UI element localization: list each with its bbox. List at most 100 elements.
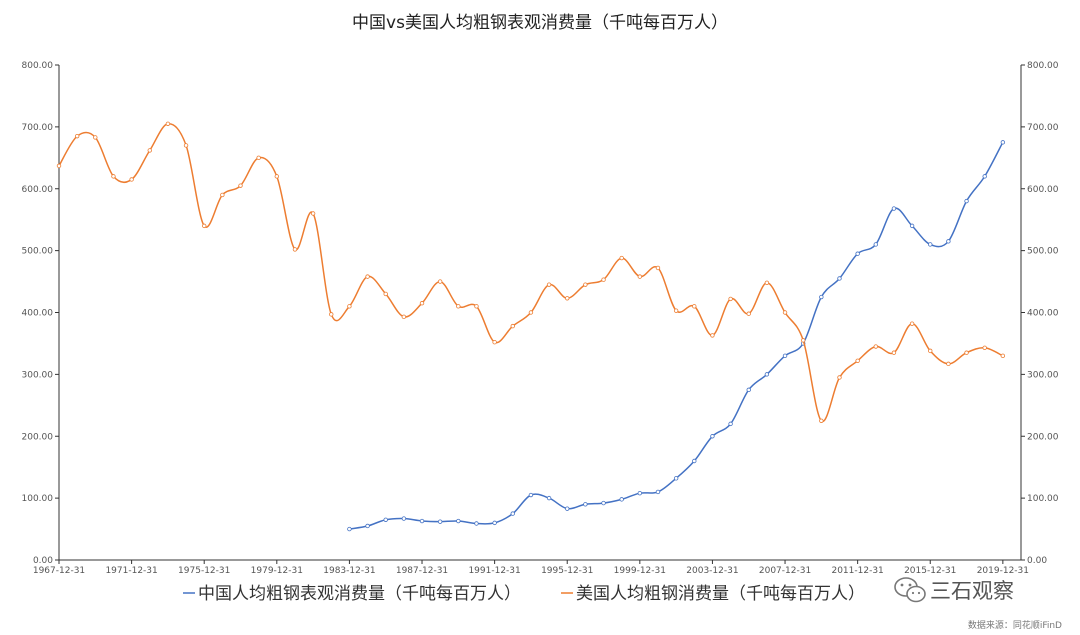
legend-label: 中国人均粗钢表观消费量（千吨每百万人） (198, 584, 521, 604)
data-point (256, 155, 261, 161)
data-point (946, 239, 951, 244)
data-point (383, 517, 388, 522)
data-point (238, 183, 243, 188)
data-point (891, 350, 897, 355)
data-point (274, 174, 280, 179)
x-tick-label: 1999-12-31 (614, 566, 666, 576)
data-point (692, 458, 697, 464)
data-point (456, 304, 461, 309)
y-tick-label-left: 700.00 (22, 123, 54, 133)
data-point (129, 177, 134, 182)
x-tick-label: 2007-12-31 (759, 566, 811, 576)
data-point (764, 372, 770, 377)
data-point (383, 291, 388, 297)
data-point (111, 174, 116, 179)
legend-label: 美国人均粗钢消费量（千吨每百万人） (576, 584, 865, 604)
data-point (419, 301, 425, 306)
data-point (310, 211, 316, 216)
watermark: 三石观察 (894, 577, 1014, 603)
data-point (56, 163, 62, 169)
wechat-icon (894, 577, 926, 603)
data-point (928, 348, 933, 354)
data-point (873, 344, 878, 349)
data-point (147, 148, 152, 153)
data-point (946, 361, 951, 367)
watermark-text: 三石观察 (930, 579, 1014, 603)
data-point (982, 345, 987, 350)
data-point (746, 387, 751, 393)
data-point (819, 294, 824, 300)
data-point (800, 338, 806, 343)
x-tick-label: 2015-12-31 (904, 566, 956, 576)
data-point (637, 490, 643, 496)
data-point (93, 135, 98, 140)
data-point (510, 323, 515, 329)
data-point (546, 282, 552, 287)
data-point (982, 174, 987, 179)
data-point (492, 520, 497, 526)
y-tick-label-left: 800.00 (22, 61, 54, 71)
data-point (347, 526, 352, 532)
data-point (583, 502, 588, 507)
x-tick-label: 1991-12-31 (468, 566, 520, 576)
y-tick-label-right: 600.00 (1027, 185, 1059, 195)
data-point (673, 308, 679, 313)
data-point (873, 242, 878, 247)
tick-labels: 0.00 0.00 100.00 100.00 200.00 200.00 300.00 30… (22, 61, 1059, 576)
y-tick-label-right: 200.00 (1027, 432, 1059, 442)
series-lines (56, 121, 1006, 532)
x-tick-label: 1967-12-31 (33, 566, 85, 576)
data-point (528, 310, 534, 315)
y-tick-label-left: 600.00 (22, 185, 54, 195)
data-point (74, 133, 80, 139)
data-point (692, 304, 697, 309)
data-point (782, 310, 788, 315)
data-point (565, 296, 570, 301)
x-tick-label: 2019-12-31 (977, 566, 1029, 576)
data-point (202, 223, 207, 229)
data-point (928, 242, 933, 247)
data-point (710, 434, 715, 439)
x-tick-label: 1975-12-31 (178, 566, 230, 576)
y-tick-label-left: 500.00 (22, 247, 54, 257)
data-point (637, 274, 643, 279)
data-point (655, 489, 661, 495)
data-point (365, 274, 370, 279)
data-point (565, 506, 570, 511)
data-point (964, 198, 969, 204)
y-tick-label-left: 100.00 (22, 494, 54, 504)
data-point (456, 518, 461, 524)
y-tick-label-left: 200.00 (22, 432, 54, 442)
data-point (437, 279, 443, 284)
data-point (401, 314, 407, 320)
data-point (601, 500, 606, 506)
data-point (347, 304, 352, 309)
x-tick-label: 1983-12-31 (323, 566, 375, 576)
data-point (492, 340, 497, 345)
y-tick-label-right: 300.00 (1027, 370, 1059, 380)
data-source: 数据来源：同花顺iFinD (968, 619, 1062, 631)
data-point (183, 143, 189, 148)
x-tick-label: 1971-12-31 (105, 566, 157, 576)
data-point (673, 476, 679, 481)
data-point (1000, 353, 1006, 359)
data-point (292, 247, 298, 252)
data-point (764, 280, 770, 285)
data-point (964, 350, 969, 355)
data-point (583, 282, 588, 287)
data-point (401, 516, 407, 521)
data-point (365, 523, 370, 529)
y-tick-label-right: 800.00 (1027, 61, 1059, 71)
data-point (510, 511, 515, 516)
data-point (728, 296, 733, 302)
data-point (909, 321, 915, 326)
y-tick-label-left: 300.00 (22, 370, 54, 380)
data-point (619, 255, 624, 261)
x-tick-label: 1995-12-31 (541, 566, 593, 576)
data-point (710, 333, 715, 338)
data-point (220, 192, 225, 198)
data-point (528, 492, 534, 498)
data-point (474, 521, 479, 526)
y-tick-label-right: 100.00 (1027, 494, 1059, 504)
